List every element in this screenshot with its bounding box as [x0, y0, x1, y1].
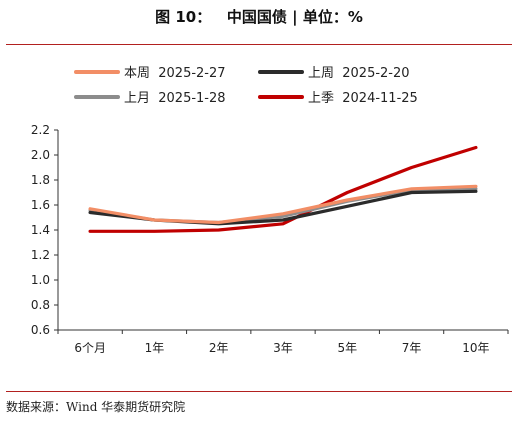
y-tick-label: 2.2	[31, 123, 50, 137]
source-note: 数据来源：Wind 华泰期货研究院	[6, 400, 186, 414]
y-tick-label: 1.0	[31, 273, 50, 287]
y-tick-label: 2.0	[31, 148, 50, 162]
x-tick-label: 7年	[402, 341, 422, 355]
chart-legend: 本周 2025-2-27 上周 2025-2-20 上月 2025-1-28 上季 2…	[74, 66, 418, 106]
bottom-rule	[6, 391, 512, 392]
legend-label: 上季 2024-11-25	[308, 91, 418, 106]
legend-label: 上月 2025-1-28	[124, 91, 226, 106]
x-tick-label: 10年	[462, 341, 489, 355]
x-tick-label: 3年	[273, 341, 293, 355]
y-tick-label: 0.6	[31, 323, 50, 337]
y-tick-label: 1.6	[31, 198, 50, 212]
figure-title: 图 10： 中国国债 | 单位：%	[155, 8, 363, 26]
x-tick-label: 5年	[337, 341, 357, 355]
series-line-3	[88, 145, 478, 233]
x-tick-label: 6个月	[74, 341, 106, 355]
y-tick-label: 1.8	[31, 173, 50, 187]
chart-series	[88, 145, 478, 233]
legend-label: 本周 2025-2-27	[124, 66, 226, 81]
top-rule	[6, 44, 512, 45]
series-line-0	[88, 184, 478, 225]
y-tick-label: 1.4	[31, 223, 50, 237]
legend-label: 上周 2025-2-20	[308, 66, 410, 81]
x-tick-label: 1年	[145, 341, 165, 355]
line-chart: 本周 2025-2-27 上周 2025-2-20 上月 2025-1-28 上季 2…	[31, 66, 509, 355]
y-tick-label: 1.2	[31, 248, 50, 262]
y-tick-label: 0.8	[31, 298, 50, 312]
chart-axes: 0.6 0.8 1.0 1.2 1.4 1.6 1.8 2.0 2.2 6个月 1年 2年 3年 5年 7年…	[31, 123, 509, 355]
x-tick-label: 2年	[209, 341, 229, 355]
